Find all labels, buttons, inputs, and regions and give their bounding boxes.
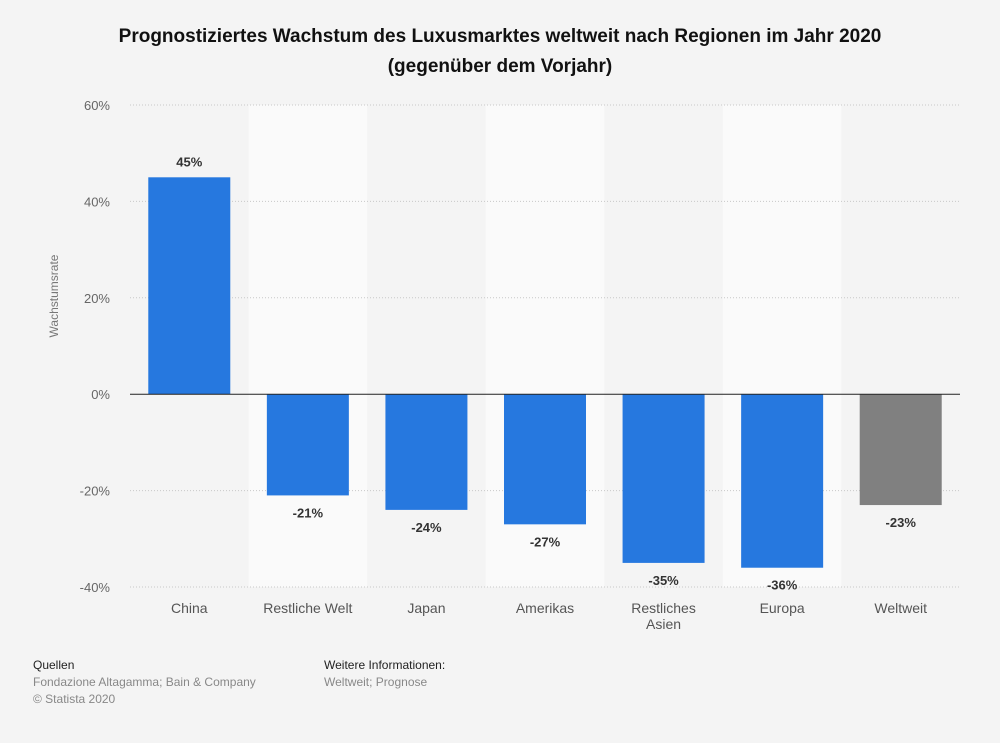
x-tick-label: Asien — [646, 616, 681, 632]
x-tick-label: Restliche Welt — [263, 600, 352, 616]
y-tick-label: 60% — [84, 98, 110, 113]
bar-weltweit — [859, 394, 942, 506]
bar-europa — [741, 394, 824, 568]
data-label: -36% — [767, 578, 798, 593]
info-heading: Weitere Informationen: — [324, 658, 446, 672]
y-tick-label: 0% — [91, 387, 110, 402]
x-tick-label: China — [171, 600, 208, 616]
bar-restliches-asien — [622, 394, 705, 563]
bar-china — [148, 177, 231, 395]
copyright: © Statista 2020 — [33, 692, 116, 706]
x-tick-label: Europa — [760, 600, 805, 616]
data-label: -24% — [411, 520, 442, 535]
data-label: -23% — [886, 515, 917, 530]
sources-text: Fondazione Altagamma; Bain & Company — [33, 675, 256, 689]
info-text: Weltweit; Prognose — [324, 675, 428, 689]
x-tick-label: Restliches — [631, 600, 696, 616]
bar-restliche-welt — [266, 394, 349, 496]
y-tick-label: -40% — [80, 580, 111, 595]
bar-amerikas — [504, 394, 586, 525]
data-label: -35% — [648, 573, 679, 588]
category-band — [248, 105, 368, 587]
y-tick-label: 20% — [84, 291, 110, 306]
chart-title: Prognostiziertes Wachstum des Luxusmarkt… — [118, 26, 882, 77]
x-tick-label: Weltweit — [874, 600, 927, 616]
y-axis-label: Wachstumsrate — [47, 254, 61, 337]
y-tick-label: 40% — [84, 194, 110, 209]
bar-japan — [385, 394, 468, 510]
x-tick-label: Amerikas — [516, 600, 574, 616]
data-label: -21% — [293, 505, 324, 520]
x-tick-label: Japan — [407, 600, 445, 616]
data-label: -27% — [530, 534, 561, 549]
sources-heading: Quellen — [33, 658, 75, 672]
y-tick-label: -20% — [80, 484, 111, 499]
bar-chart: -40% -20% 0% 20% 40% 60% Wachstumsrate 45% China… — [47, 98, 960, 632]
data-label: 45% — [176, 154, 202, 169]
